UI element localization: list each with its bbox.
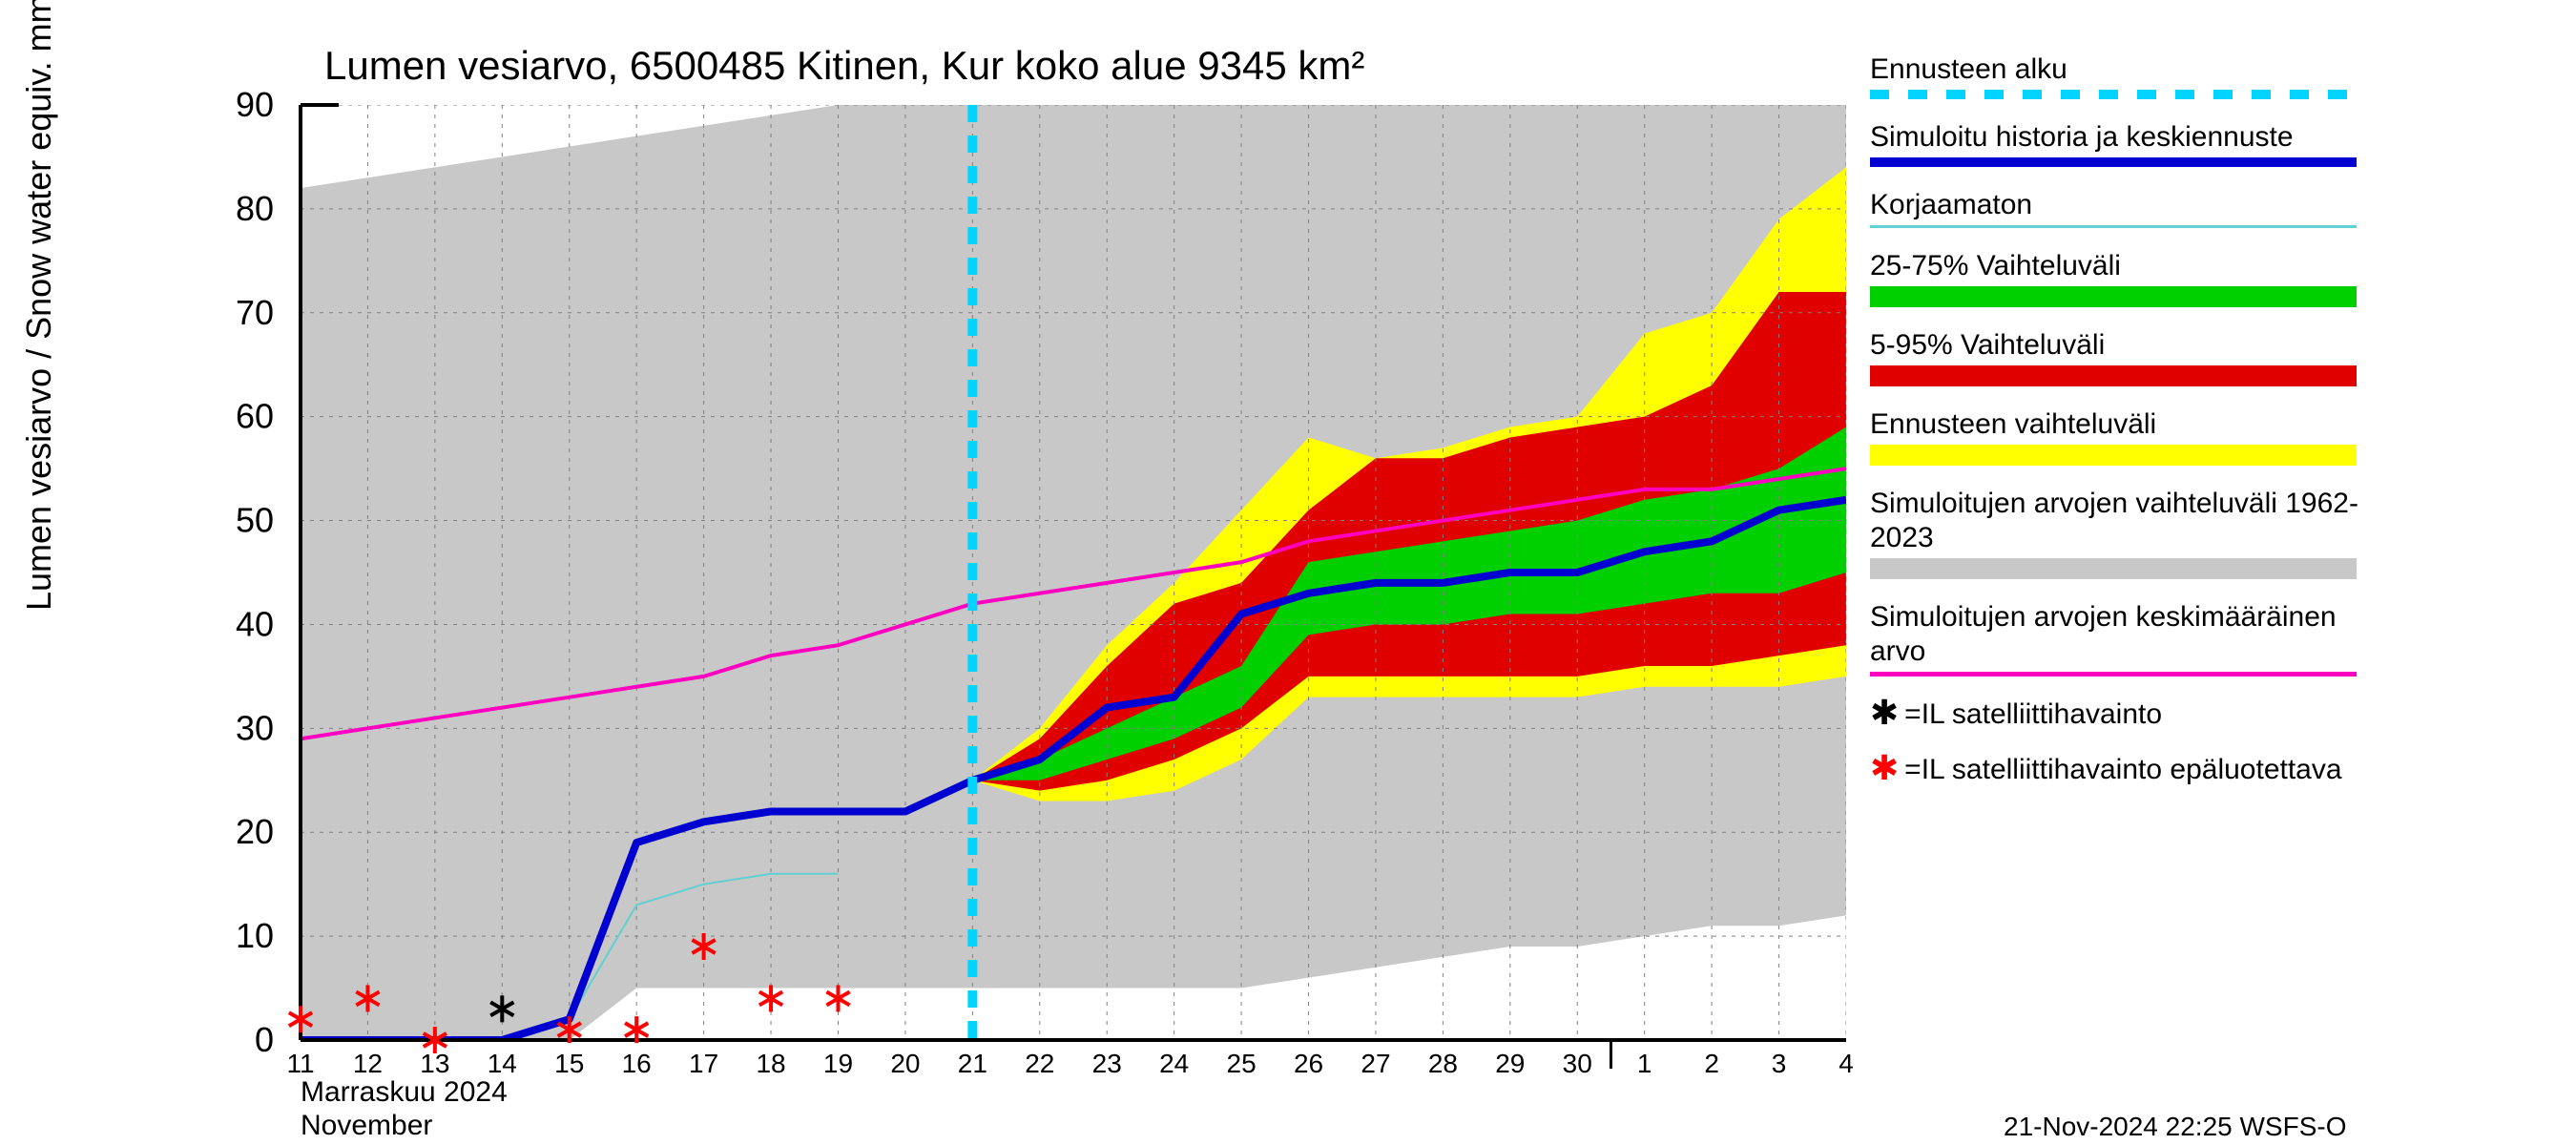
legend-swatch — [1870, 365, 2357, 386]
svg-text:20: 20 — [236, 812, 274, 851]
svg-text:70: 70 — [236, 293, 274, 332]
svg-text:20: 20 — [890, 1049, 920, 1078]
svg-text:10: 10 — [236, 916, 274, 955]
asterisk-icon: ✱ — [1870, 697, 1899, 728]
svg-text:12: 12 — [353, 1049, 383, 1078]
svg-text:26: 26 — [1294, 1049, 1323, 1078]
legend-item: Korjaamaton — [1870, 188, 2385, 228]
legend-label: Korjaamaton — [1870, 188, 2385, 222]
legend-swatch — [1870, 157, 2357, 167]
svg-text:30: 30 — [236, 708, 274, 747]
legend-label: Simuloitujen arvojen keskimääräinen arvo — [1870, 600, 2385, 669]
legend-swatch — [1870, 445, 2357, 466]
svg-text:0: 0 — [255, 1020, 274, 1059]
svg-text:21: 21 — [958, 1049, 987, 1078]
legend-label: 25-75% Vaihteluväli — [1870, 249, 2385, 283]
svg-text:11: 11 — [286, 1049, 314, 1078]
legend-item: 5-95% Vaihteluväli — [1870, 328, 2385, 386]
legend-swatch — [1870, 225, 2357, 228]
svg-text:80: 80 — [236, 189, 274, 228]
legend: Ennusteen alku Simuloitu historia ja kesk… — [1870, 52, 2385, 808]
legend-swatch — [1870, 286, 2357, 307]
legend-item: 25-75% Vaihteluväli — [1870, 249, 2385, 307]
svg-text:15: 15 — [554, 1049, 584, 1078]
legend-item-sat-unreliable: ✱=IL satelliittihavainto epäluotettava — [1870, 753, 2385, 787]
svg-text:2: 2 — [1704, 1049, 1719, 1078]
svg-text:14: 14 — [488, 1049, 517, 1078]
legend-item: Ennusteen alku — [1870, 52, 2385, 99]
legend-swatch — [1870, 672, 2357, 677]
svg-text:29: 29 — [1495, 1049, 1525, 1078]
svg-text:16: 16 — [622, 1049, 652, 1078]
svg-text:19: 19 — [823, 1049, 853, 1078]
legend-label: =IL satelliittihavainto epäluotettava — [1904, 753, 2341, 787]
month-en: November — [301, 1110, 508, 1143]
legend-item: Simuloitu historia ja keskiennuste — [1870, 120, 2385, 167]
svg-text:3: 3 — [1772, 1049, 1787, 1078]
svg-text:18: 18 — [756, 1049, 785, 1078]
legend-item: Simuloitujen arvojen vaihteluväli 1962-2… — [1870, 487, 2385, 579]
month-fi: Marraskuu 2024 — [301, 1076, 508, 1110]
svg-text:60: 60 — [236, 397, 274, 436]
x-axis-month-label: Marraskuu 2024 November — [301, 1076, 508, 1142]
asterisk-icon: ✱ — [1870, 753, 1899, 783]
y-axis-title: Lumen vesiarvo / Snow water equiv. mm — [19, 0, 59, 611]
svg-text:23: 23 — [1092, 1049, 1122, 1078]
svg-text:22: 22 — [1025, 1049, 1054, 1078]
chart-container: Lumen vesiarvo / Snow water equiv. mm Lu… — [0, 0, 2576, 1145]
legend-label: Ennusteen alku — [1870, 52, 2385, 87]
legend-label: Simuloitujen arvojen vaihteluväli 1962-2… — [1870, 487, 2385, 555]
svg-text:30: 30 — [1563, 1049, 1592, 1078]
svg-text:4: 4 — [1839, 1049, 1854, 1078]
svg-text:1: 1 — [1637, 1049, 1652, 1078]
legend-label: =IL satelliittihavainto — [1904, 697, 2162, 732]
timestamp-label: 21-Nov-2024 22:25 WSFS-O — [2004, 1112, 2347, 1142]
svg-text:50: 50 — [236, 501, 274, 540]
svg-text:28: 28 — [1428, 1049, 1458, 1078]
svg-text:90: 90 — [236, 85, 274, 124]
legend-label: Ennusteen vaihteluväli — [1870, 407, 2385, 442]
legend-item-sat-ok: ✱=IL satelliittihavainto — [1870, 697, 2385, 732]
svg-text:24: 24 — [1159, 1049, 1189, 1078]
chart-title: Lumen vesiarvo, 6500485 Kitinen, Kur kok… — [324, 43, 1364, 89]
legend-swatch — [1870, 90, 2357, 99]
svg-text:40: 40 — [236, 604, 274, 643]
svg-text:27: 27 — [1361, 1049, 1390, 1078]
legend-item: Simuloitujen arvojen keskimääräinen arvo — [1870, 600, 2385, 677]
legend-label: Simuloitu historia ja keskiennuste — [1870, 120, 2385, 155]
legend-label: 5-95% Vaihteluväli — [1870, 328, 2385, 363]
legend-swatch — [1870, 558, 2357, 579]
svg-text:17: 17 — [689, 1049, 718, 1078]
legend-item: Ennusteen vaihteluväli — [1870, 407, 2385, 466]
svg-text:25: 25 — [1227, 1049, 1257, 1078]
